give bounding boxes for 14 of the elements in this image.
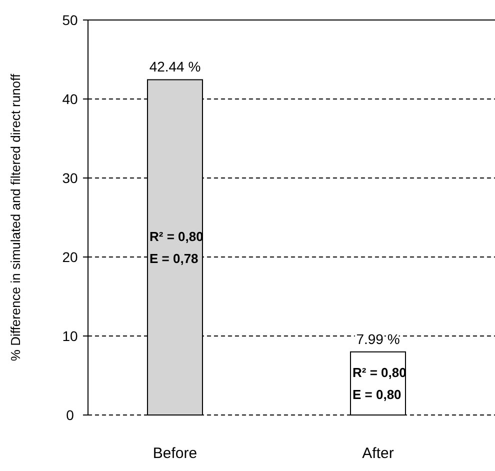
- y-tick-label: 20: [62, 248, 78, 265]
- data-label: 42.44 %: [149, 58, 201, 75]
- y-tick-label: 10: [62, 328, 78, 344]
- annotation: E = 0,80: [352, 386, 402, 402]
- annotation: E = 0,78: [150, 250, 198, 266]
- y-tick-label: 0: [66, 406, 74, 423]
- y-tick-label: 30: [62, 170, 78, 186]
- y-tick-label: 50: [62, 12, 78, 28]
- x-tick-label: Before: [152, 445, 198, 462]
- annotation: R² = 0,80: [352, 364, 406, 380]
- annotation: R² = 0,80: [150, 228, 204, 244]
- y-axis-title: % Difference in simulated and filtered direct runoff: [8, 74, 23, 362]
- x-tick-label: After: [362, 445, 394, 462]
- y-tick-label: 40: [62, 90, 78, 107]
